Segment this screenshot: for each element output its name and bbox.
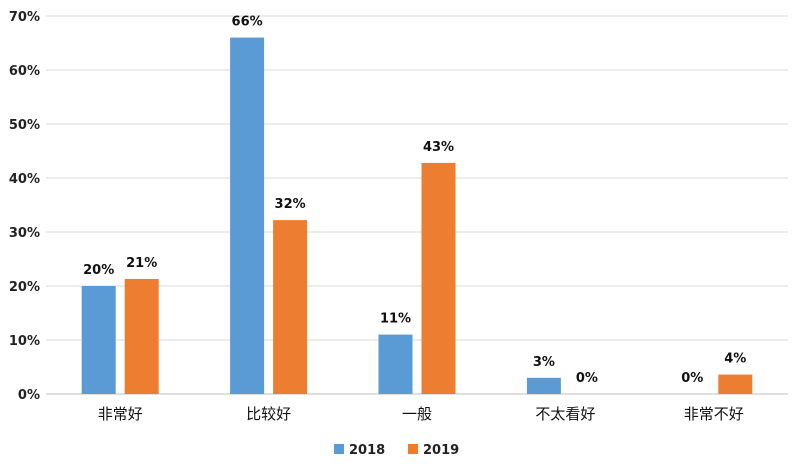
y-tick-label: 10% [9,334,40,349]
legend-swatch [334,444,344,454]
legend-label: 2019 [423,443,459,458]
data-label: 11% [380,312,411,327]
data-label: 0% [681,371,703,386]
data-label: 3% [533,355,555,370]
bar-2019 [273,220,308,394]
x-tick-label: 不太看好 [535,405,595,423]
data-label: 4% [724,352,746,367]
data-label: 32% [275,197,306,212]
x-tick-label: 非常好 [98,405,143,423]
y-tick-label: 0% [18,388,40,403]
bar-2019 [124,278,159,394]
bar-2018 [81,286,116,394]
y-tick-label: 60% [9,64,40,79]
data-label: 20% [83,263,114,278]
y-tick-label: 70% [9,10,40,25]
bar-2018 [230,37,265,394]
legend-swatch [408,444,418,454]
data-label: 0% [576,371,598,386]
data-label: 43% [423,140,454,155]
y-tick-label: 30% [9,226,40,241]
y-tick-label: 20% [9,280,40,295]
x-tick-label: 比较好 [246,405,291,423]
data-label: 66% [232,15,263,30]
bar-2019 [421,162,456,394]
bar-2018 [526,377,561,394]
legend-label: 2018 [349,443,385,458]
x-tick-label: 一般 [402,405,432,423]
bar-2019 [718,374,753,394]
y-tick-label: 40% [9,172,40,187]
y-tick-label: 50% [9,118,40,133]
data-label: 21% [126,256,157,271]
bar-2018 [378,334,413,394]
x-tick-label: 非常不好 [684,405,744,423]
